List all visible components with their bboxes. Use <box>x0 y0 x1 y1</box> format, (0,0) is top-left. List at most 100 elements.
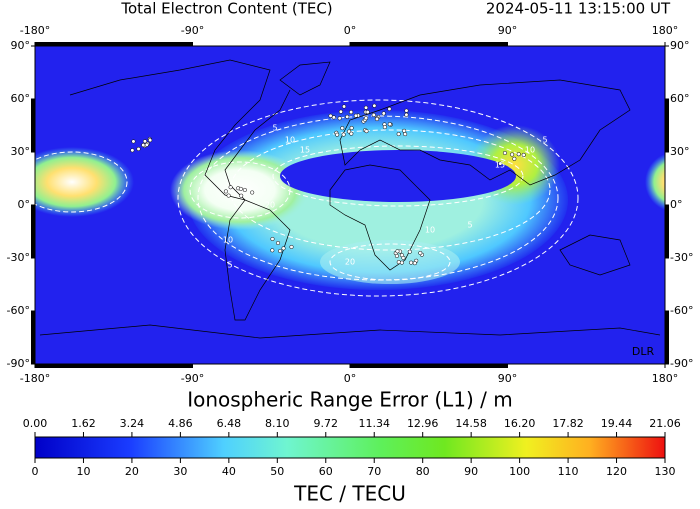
station <box>409 260 414 265</box>
lat-tick-label-left: 90° <box>11 39 31 52</box>
lon-tick-label-top: -180° <box>20 24 50 37</box>
station <box>281 246 286 251</box>
station <box>371 112 376 117</box>
contour-label: 20 <box>345 258 355 267</box>
station <box>349 125 354 131</box>
station <box>250 190 255 195</box>
timestamp: 2024-05-11 13:15:00 UT <box>486 0 671 18</box>
station <box>148 138 153 143</box>
station <box>404 112 409 117</box>
stations <box>130 103 526 266</box>
station <box>142 139 148 144</box>
colorbar-bottom-label: 60 <box>319 465 333 478</box>
colorbar-top-label: 0.00 <box>23 417 48 430</box>
station <box>404 108 409 113</box>
station <box>407 249 412 254</box>
tec-edge-east <box>645 153 665 211</box>
station <box>270 248 275 253</box>
colorbar-bottom-label: 50 <box>270 465 284 478</box>
station <box>144 142 149 147</box>
lon-tick-label-top: 180° <box>652 24 679 37</box>
contour-label: 20 <box>265 201 275 210</box>
station <box>395 249 400 254</box>
station <box>223 189 228 194</box>
station <box>364 129 369 134</box>
lat-tick-label-right: -90° <box>670 357 693 370</box>
contours <box>35 99 579 297</box>
contour-labels: 5 10 15 5 10 15 20 10 5 10 20 5 <box>223 124 548 270</box>
coastlines <box>39 59 661 339</box>
colorbar-bottom-title: TEC / TECU <box>293 482 406 506</box>
lat-tick-label-right: 0° <box>670 198 683 211</box>
station <box>331 115 336 120</box>
station <box>130 148 135 153</box>
contour-label: 10 <box>223 236 233 245</box>
station <box>364 116 369 121</box>
colorbar-top-label: 9.72 <box>314 417 339 430</box>
colorbar-top-label: 17.82 <box>552 417 584 430</box>
colorbar-top-label: 11.34 <box>358 417 390 430</box>
lat-tick-label-right: -60° <box>670 304 693 317</box>
lat-tick-label-left: -30° <box>7 251 30 264</box>
station <box>337 116 342 121</box>
contour-label: 15 <box>300 146 310 155</box>
colorbar-bottom-label: 20 <box>125 465 139 478</box>
station <box>131 139 136 144</box>
colorbar-bottom-label: 100 <box>509 465 530 478</box>
colorbar-bottom-label: 10 <box>76 465 90 478</box>
station <box>345 114 350 119</box>
station <box>328 113 333 118</box>
tec-south <box>320 240 460 284</box>
frame-band <box>31 205 35 258</box>
station <box>396 132 401 137</box>
contour-label: 5 <box>272 124 277 133</box>
station <box>521 152 526 157</box>
station <box>418 250 423 256</box>
colorbar-bottom-label: 90 <box>464 465 478 478</box>
station <box>275 240 281 246</box>
map-area: 5 10 15 5 10 15 20 10 5 10 20 5 <box>35 46 665 364</box>
colorbar-top-label: 16.20 <box>504 417 536 430</box>
station <box>340 126 345 131</box>
colorbar-top-label: 14.58 <box>455 417 487 430</box>
contour-label: 10 <box>285 136 295 145</box>
colorbar-top-title: Ionospheric Range Error (L1) / m <box>187 388 513 412</box>
tec-edge-west <box>35 147 134 217</box>
colorbar-bottom-label: 40 <box>222 465 236 478</box>
station <box>512 156 517 161</box>
lat-tick-label-right: 90° <box>670 39 690 52</box>
station <box>381 111 386 116</box>
colorbar-top-label: 21.06 <box>649 417 681 430</box>
station <box>387 106 392 112</box>
map-frame: -180° -180° -90° -90° 0° 0° 90° 90° 180° 180° 90° 9… <box>7 24 694 385</box>
colorbar-bottom-label: 70 <box>367 465 381 478</box>
lat-tick-label-right: 30° <box>670 145 690 158</box>
lat-tick-label-left: 0° <box>18 198 31 211</box>
colorbar-top-label: 4.86 <box>168 417 193 430</box>
station <box>341 132 346 137</box>
colorbar-top-label: 12.96 <box>407 417 439 430</box>
colorbar-top-label: 3.24 <box>120 417 145 430</box>
colorbar-bottom-label: 130 <box>655 465 676 478</box>
station <box>349 110 354 115</box>
colorbar-top-label: 19.44 <box>601 417 633 430</box>
lat-tick-label-left: 60° <box>11 92 31 105</box>
frame-band <box>31 311 35 364</box>
station <box>338 109 343 114</box>
station <box>289 244 294 249</box>
lon-tick-label-top: -90° <box>181 24 204 37</box>
frame-band <box>665 311 669 364</box>
contour-label: 5 <box>227 261 232 270</box>
frame-band <box>665 205 669 258</box>
station <box>136 146 141 151</box>
colorbar <box>34 436 666 459</box>
colorbar-bottom-label: 30 <box>173 465 187 478</box>
station <box>402 128 407 133</box>
contour-label: 10 <box>525 146 535 155</box>
frame-band <box>350 364 508 368</box>
colorbar-top-label: 1.62 <box>71 417 96 430</box>
station <box>353 113 358 118</box>
station <box>412 261 417 266</box>
station <box>387 122 392 127</box>
